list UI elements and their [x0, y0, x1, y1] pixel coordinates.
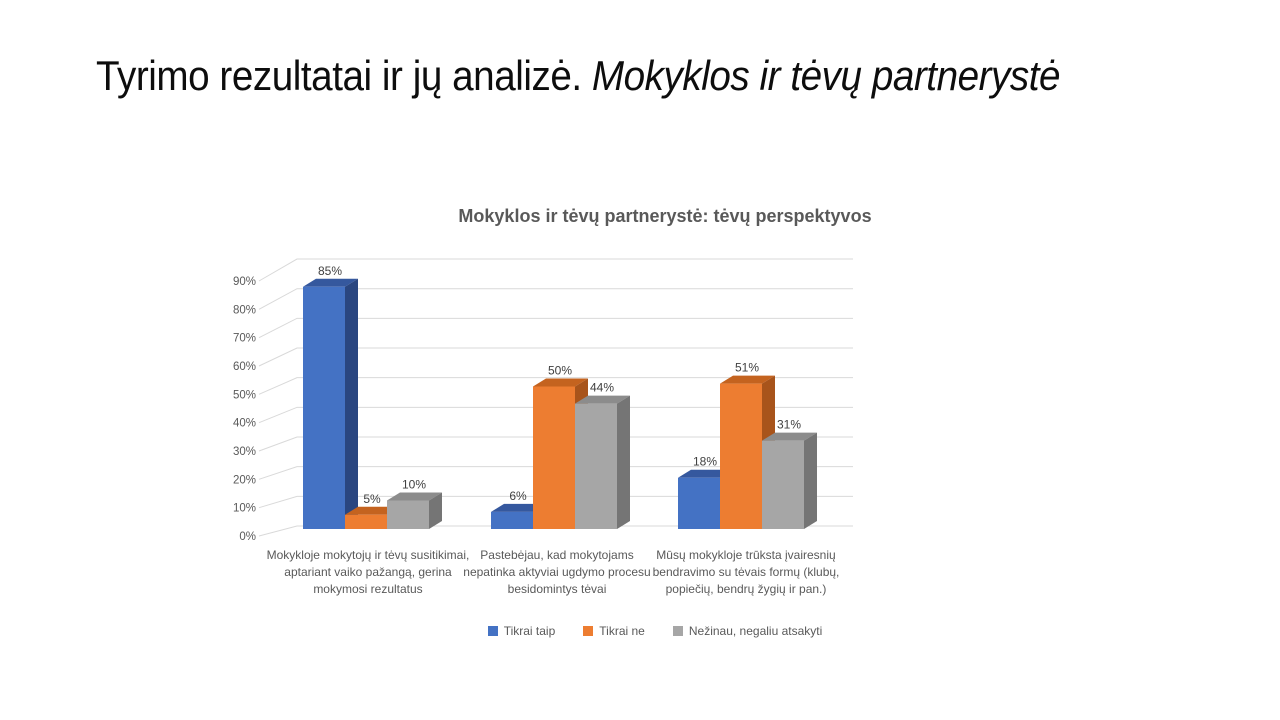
- legend-label: Tikrai taip: [503, 624, 556, 638]
- gridline-50: [258, 377, 853, 395]
- gridline-80: [258, 288, 853, 310]
- legend-swatch-blue-icon: [487, 626, 498, 636]
- bar-top-s1-g3: [678, 469, 733, 478]
- bar-side-s3-g2: [617, 395, 630, 529]
- legend-item-tikrai-taip: Tikrai taip: [487, 624, 556, 638]
- bar-front-s2-g2: [533, 386, 575, 529]
- y-axis-tick-label-90: 90%: [233, 276, 256, 288]
- bar-top-s3-g2: [575, 395, 630, 404]
- gridline-20: [258, 466, 853, 480]
- bar-chart-plot: 0% 10% 20% 30% 40% 50% 60% 70% 80% 90% 85% 5% 10% 6% 5…: [233, 258, 853, 543]
- gridline-90: [258, 258, 853, 282]
- y-axis-tick-label-30: 30%: [233, 446, 256, 458]
- data-label-s2-g1: 5%: [363, 492, 381, 506]
- y-axis-tick-label-60: 60%: [233, 361, 256, 373]
- y-axis-tick-label-40: 40%: [233, 418, 256, 430]
- legend-swatch-orange-icon: [583, 626, 594, 636]
- data-label-s2-g3: 51%: [735, 361, 759, 375]
- chart-title: Mokyklos ir tėvų partnerystė: tėvų persp…: [458, 206, 872, 226]
- gridline-60: [258, 347, 853, 367]
- y-axis-tick-label-0: 0%: [239, 531, 256, 543]
- gridline-70: [258, 317, 853, 339]
- y-axis-tick-label-10: 10%: [233, 503, 256, 515]
- bar-side-s3-g1: [429, 492, 442, 529]
- data-label-s3-g1: 10%: [402, 478, 426, 492]
- legend-swatch-gray-icon: [672, 626, 683, 636]
- category-label-2: Pastebėjau, kad mokytojams nepatinka akt…: [463, 548, 651, 596]
- bar-front-s1-g1: [303, 286, 345, 529]
- bar-top-s3-g1: [387, 492, 442, 501]
- bar-front-s2-g3: [720, 383, 762, 529]
- data-label-s3-g2: 44%: [590, 381, 614, 395]
- legend-item-nezinau: Nežinau, negaliu atsakyti: [672, 624, 823, 638]
- data-label-s1-g1: 85%: [318, 264, 342, 278]
- bar-side-s1-g1: [345, 278, 358, 529]
- bar-side-s3-g3: [804, 432, 817, 529]
- gridline-10: [258, 495, 853, 509]
- gridline-40: [258, 406, 853, 424]
- bar-top-s1-g2: [491, 503, 546, 512]
- bar-front-s1-g3: [678, 477, 720, 529]
- y-axis-tick-label-80: 80%: [233, 304, 256, 316]
- data-label-s2-g2: 50%: [548, 364, 572, 378]
- bar-top-s2-g1: [345, 506, 400, 515]
- bar-front-s3-g3: [762, 440, 804, 529]
- data-label-s3-g3: 31%: [777, 418, 801, 432]
- bar-top-s1-g1: [303, 278, 358, 287]
- y-axis-tick-label-50: 50%: [233, 389, 256, 401]
- legend-label: Tikrai ne: [599, 624, 645, 638]
- data-label-s1-g3: 18%: [693, 455, 717, 469]
- gridline-0: [258, 525, 853, 537]
- bar-front-s1-g2: [491, 511, 533, 529]
- data-label-s1-g2: 6%: [509, 489, 527, 503]
- slide-title-italic: Mokyklos ir tėvų partnerystė: [591, 52, 1061, 99]
- chart-legend: Tikrai taip Tikrai ne Nežinau, negaliu a…: [380, 624, 930, 638]
- legend-item-tikrai-ne: Tikrai ne: [583, 624, 645, 638]
- slide-title: Tyrimo rezultatai ir jų analizė. Mokyklo…: [96, 50, 1067, 103]
- bar-front-s3-g2: [575, 403, 617, 529]
- bar-top-s2-g3: [720, 375, 775, 384]
- slide-title-regular: Tyrimo rezultatai ir jų analizė.: [96, 52, 592, 99]
- category-label-3: Mūsų mokykloje trūksta įvairesnių bendra…: [652, 548, 840, 596]
- bar-front-s3-g1: [387, 500, 429, 529]
- y-axis-tick-label-70: 70%: [233, 333, 256, 345]
- bar-top-s3-g3: [762, 432, 817, 441]
- bar-top-s2-g2: [533, 378, 588, 387]
- bar-front-s2-g1: [345, 514, 387, 529]
- legend-label: Nežinau, negaliu atsakyti: [688, 624, 823, 638]
- y-axis-tick-label-20: 20%: [233, 474, 256, 486]
- category-label-1: Mokykloje mokytojų ir tėvų susitikimai, …: [266, 548, 470, 596]
- gridline-30: [258, 436, 853, 452]
